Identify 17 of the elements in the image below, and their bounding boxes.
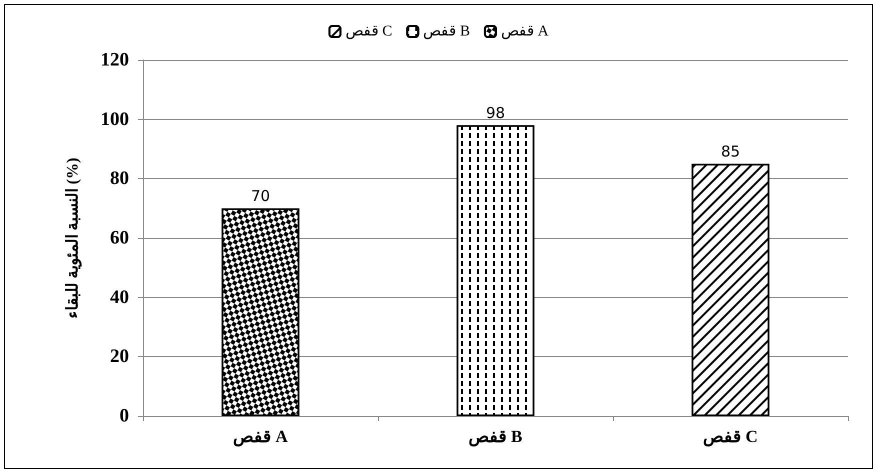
y-tick-label: 80 [110,168,129,190]
legend-label: قفص B [423,24,470,40]
y-tick-label: 120 [100,50,129,70]
legend-label: قفص A [500,24,549,40]
data-label: 98 [486,104,506,122]
y-tick-label: 40 [110,286,129,308]
data-label: 85 [720,142,740,160]
y-tick-label: 0 [120,406,129,426]
x-tick-label: قفص A [233,427,288,447]
x-tick-label: قفص B [468,427,522,447]
data-label: 70 [250,186,270,205]
x-tick-label: قفص C [703,427,758,447]
y-tick-label: 60 [110,228,129,248]
y-axis-title: النسبة المئوية للبقاء (%) [64,158,82,318]
y-tick-label: 20 [110,346,129,368]
legend-label: قفص C [345,24,392,40]
y-tick-label: 100 [100,108,129,130]
